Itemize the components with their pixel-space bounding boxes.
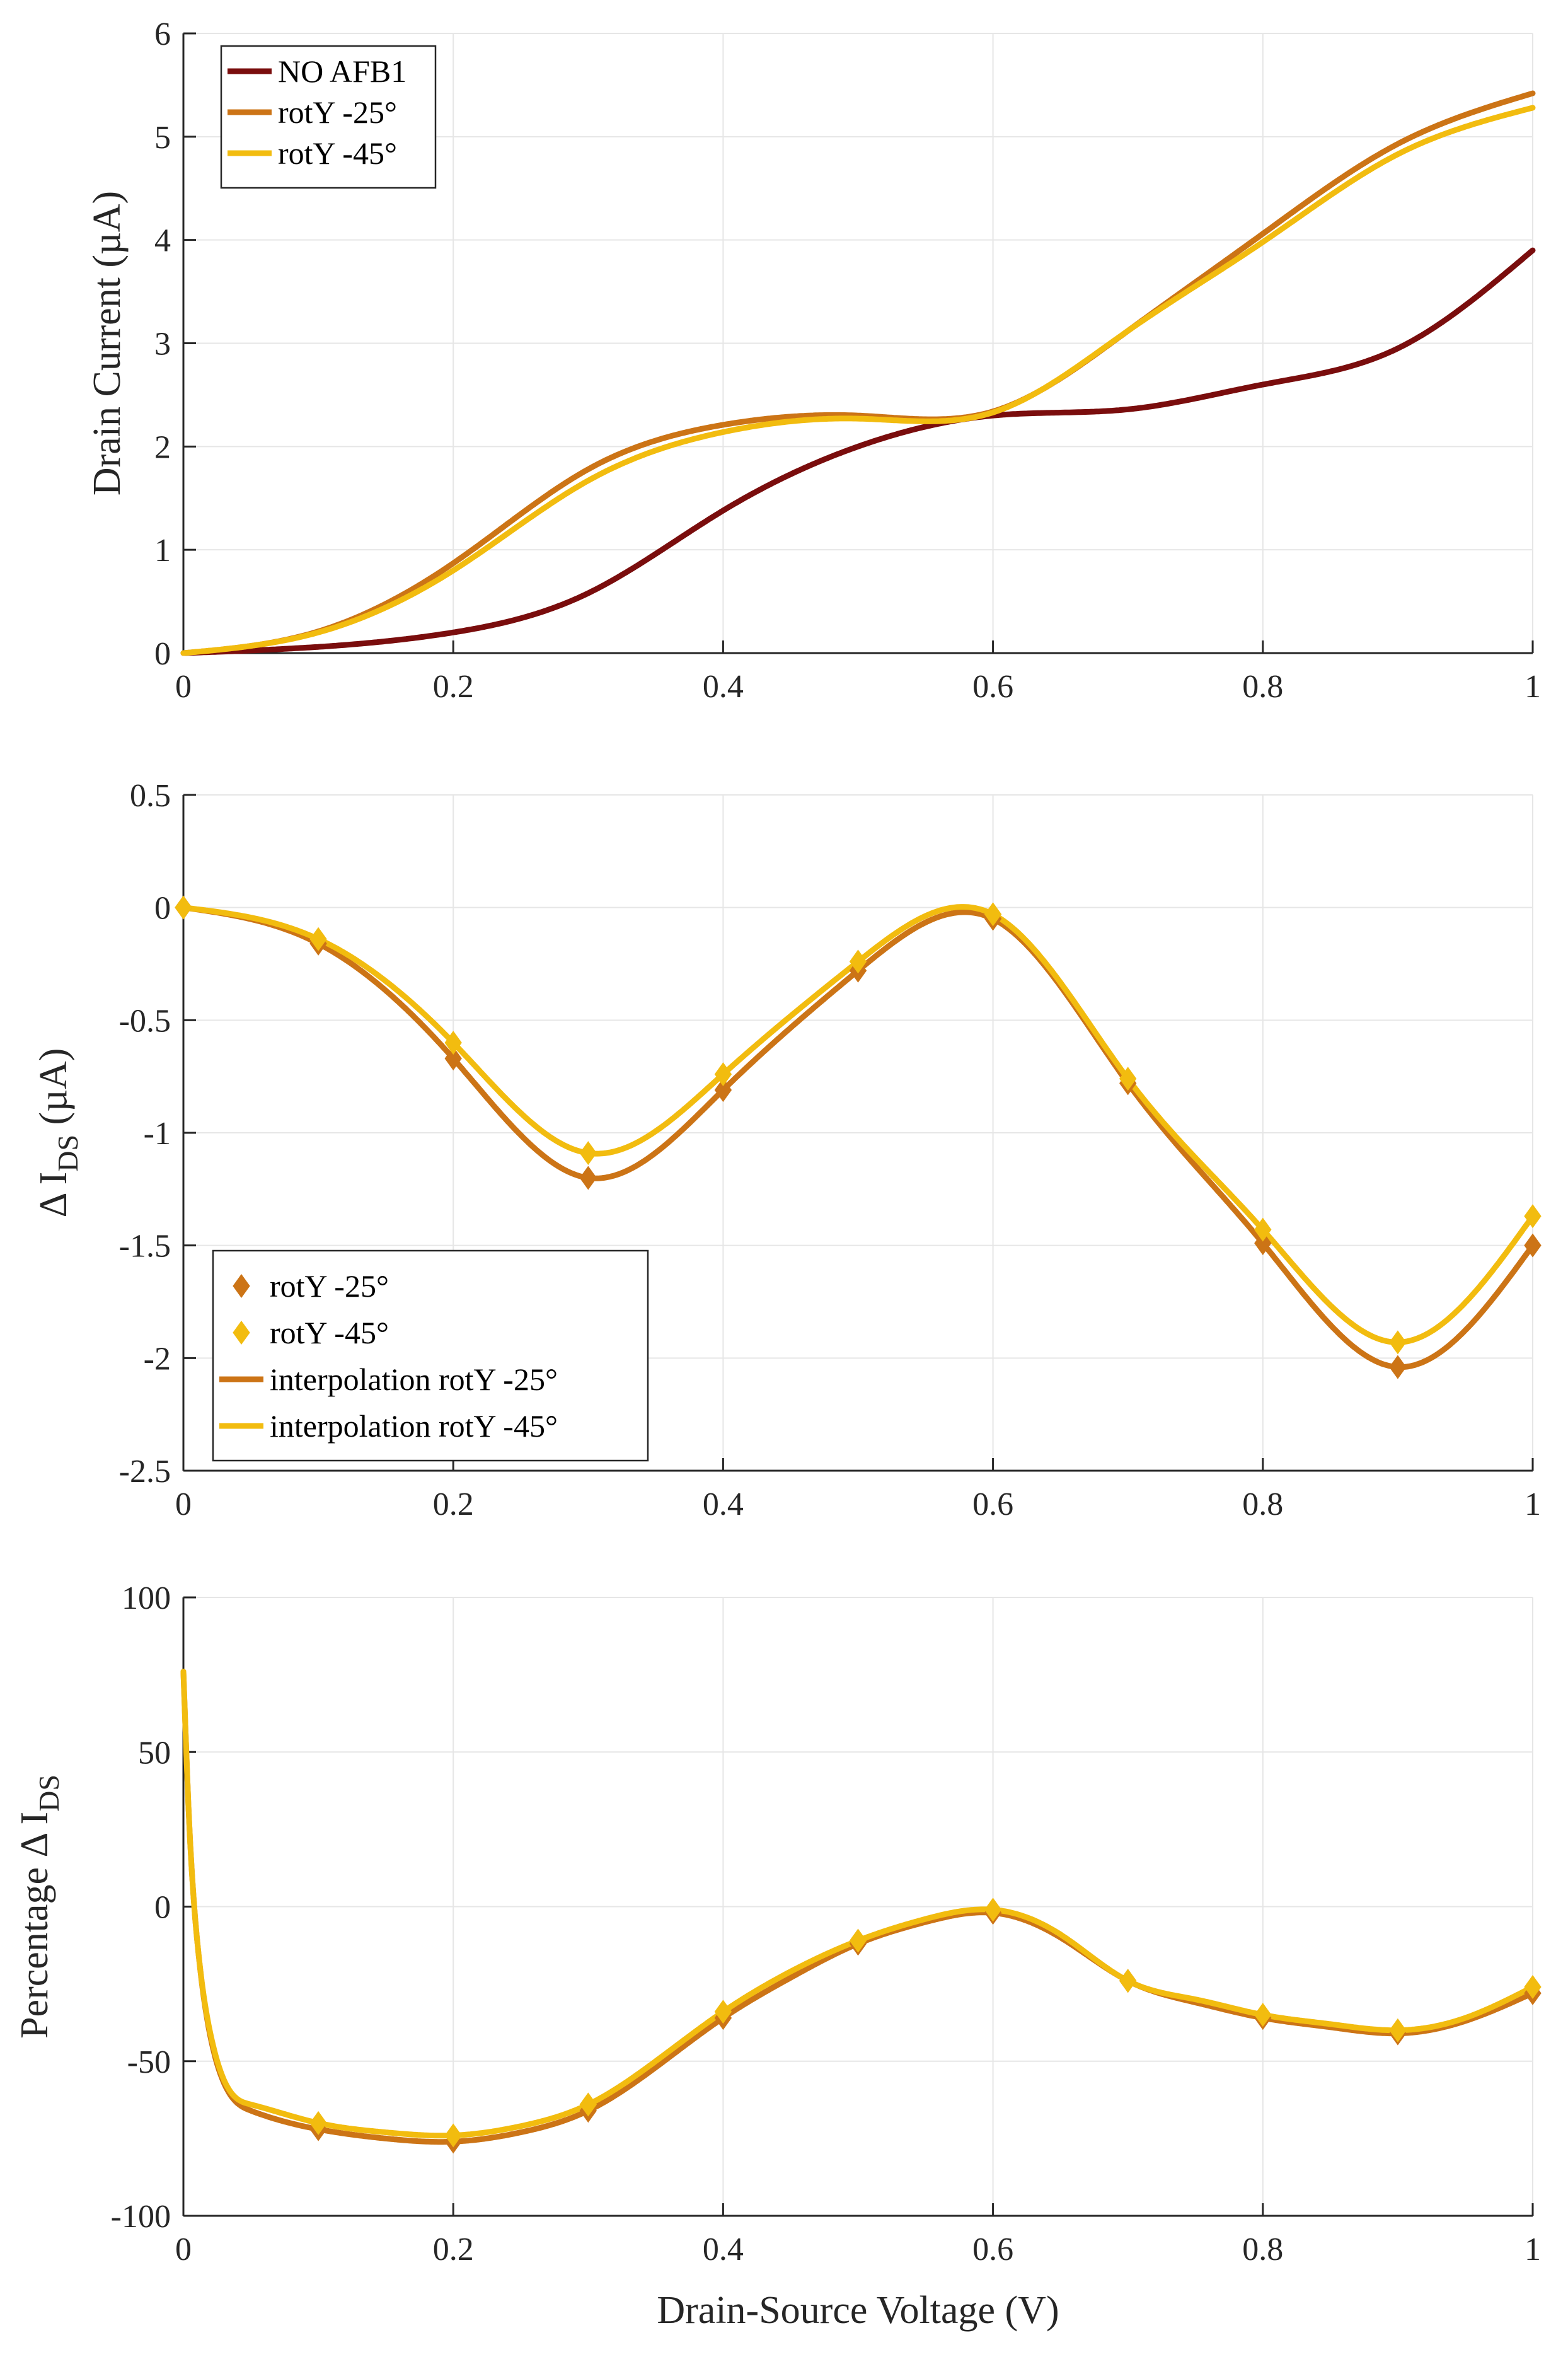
y-tick-label: 0.5 (130, 778, 171, 814)
data-point (984, 1897, 1002, 1922)
series-line-no-afb1 (180, 247, 1536, 656)
y-tick-label: -2 (144, 1341, 171, 1377)
legend-box (212, 1249, 649, 1462)
data-point (1389, 2018, 1407, 2042)
x-tick-label: 0.2 (433, 1486, 474, 1522)
x-tick-label: 0.4 (703, 1486, 744, 1522)
y-tick-label: -1 (144, 1116, 171, 1152)
y-tick-label: -0.5 (119, 1003, 171, 1039)
legend: rotY -25° rotY -45° interpolation rotY -25… (212, 1249, 649, 1462)
panel-percentage-delta-ids: 0 0.2 0.4 0.6 0.8 1 -100 -50 0 50 100 Percentage Δ … (13, 1580, 1542, 2332)
data-point (1389, 1355, 1407, 1379)
x-tick-label: 0.2 (433, 669, 474, 705)
data-point (175, 895, 192, 920)
data-point (579, 1166, 597, 1190)
data-point (714, 2000, 732, 2024)
y-tick-label: 3 (154, 327, 171, 362)
data-point (1254, 2003, 1272, 2027)
data-point (444, 1046, 462, 1071)
legend-label: rotY -45° (278, 136, 397, 171)
data-point (849, 1928, 867, 1953)
y-axis-label-unit: (µA) (32, 1048, 75, 1135)
x-tick-label: 0.8 (1242, 1486, 1283, 1522)
x-tick-label: 0.6 (972, 1486, 1013, 1522)
y-tick-label: 1 (154, 533, 171, 569)
data-point (579, 1141, 597, 1166)
data-point (579, 2092, 597, 2117)
x-tick-label: 0 (175, 1486, 192, 1522)
data-point (984, 902, 1002, 927)
series-group (175, 895, 1542, 1379)
y-tick-label: 2 (154, 429, 171, 465)
legend-swatch (233, 1321, 250, 1345)
legend-label: interpolation rotY -25° (270, 1362, 558, 1397)
x-tick-label: 1 (1525, 669, 1541, 705)
x-tick-label: 1 (1525, 1486, 1541, 1522)
y-axis-label-sub: DS (33, 1775, 65, 1812)
x-tick-label: 0 (175, 669, 192, 705)
data-point (714, 1078, 732, 1103)
data-point (1254, 1217, 1272, 1242)
data-point (1254, 1231, 1272, 1256)
data-point (1524, 1975, 1542, 2000)
panel-delta-ids: 0 0.2 0.4 0.6 0.8 1 -2.5 -2 -1.5 -1 -0.5 0 0.5 Δ IDS … (32, 778, 1542, 1522)
y-axis-label: Δ IDS (µA) (32, 1048, 84, 1218)
series-group (180, 1669, 1542, 2154)
y-axis-label-main: Δ I (32, 1172, 75, 1218)
y-tick-label: 4 (154, 223, 171, 259)
legend: NO AFB1 rotY -25° rotY -45° (220, 45, 437, 189)
data-point (444, 1031, 462, 1055)
y-tick-label: -2.5 (119, 1454, 171, 1490)
data-point (1389, 1330, 1407, 1355)
series-group (180, 90, 1536, 656)
data-point (714, 1062, 732, 1087)
data-point (309, 927, 327, 951)
series-line-roty-25- (180, 90, 1536, 656)
x-tick-label: 0.4 (703, 669, 744, 705)
x-tick-label: 0.6 (972, 2232, 1013, 2268)
legend-label: NO AFB1 (278, 54, 406, 89)
data-point (309, 2111, 327, 2135)
y-tick-label: 50 (138, 1735, 171, 1771)
data-point (849, 949, 867, 974)
y-tick-label: 0 (154, 891, 171, 927)
data-point (1119, 1969, 1137, 1993)
x-tick-label: 1 (1525, 2232, 1541, 2268)
legend-label: interpolation rotY -45° (270, 1408, 558, 1444)
data-point (1524, 1204, 1542, 1229)
y-tick-label: -1.5 (119, 1229, 171, 1265)
y-axis-label-sub: DS (52, 1135, 84, 1172)
y-tick-label: -100 (111, 2199, 171, 2235)
x-axis-label: Drain-Source Voltage (V) (657, 2289, 1059, 2332)
y-axis-label: Percentage Δ IDS (13, 1775, 65, 2039)
x-tick-label: 0 (175, 2232, 192, 2268)
y-axis-label: Drain Current (µA) (86, 191, 129, 495)
data-point (1119, 1067, 1137, 1091)
y-tick-label: -50 (127, 2044, 171, 2080)
series-line-roty-45- (180, 105, 1536, 656)
legend-swatch (233, 1274, 250, 1298)
x-tick-label: 0.2 (433, 2232, 474, 2268)
legend-label: rotY -25° (278, 95, 397, 130)
legend-label: rotY -45° (270, 1315, 389, 1350)
x-tick-label: 0.6 (972, 669, 1013, 705)
data-point (444, 2123, 462, 2148)
y-axis-label-main: Percentage Δ I (13, 1812, 56, 2039)
data-point (1524, 1233, 1542, 1258)
y-tick-label: 100 (122, 1580, 171, 1616)
markers-roty-45- (309, 1897, 1542, 2148)
x-tick-label: 0.4 (703, 2232, 744, 2268)
markers-roty-45- (175, 895, 1542, 1355)
y-tick-label: 6 (154, 16, 171, 52)
y-tick-label: 0 (154, 636, 171, 672)
y-tick-label: 0 (154, 1890, 171, 1926)
legend-label: rotY -25° (270, 1268, 389, 1304)
x-tick-label: 0.8 (1242, 669, 1283, 705)
x-tick-label: 0.8 (1242, 2232, 1283, 2268)
y-tick-label: 5 (154, 120, 171, 156)
panel-drain-current: 0 0.2 0.4 0.6 0.8 1 0 1 2 3 4 5 6 Drain Current (µA) N… (86, 16, 1541, 705)
